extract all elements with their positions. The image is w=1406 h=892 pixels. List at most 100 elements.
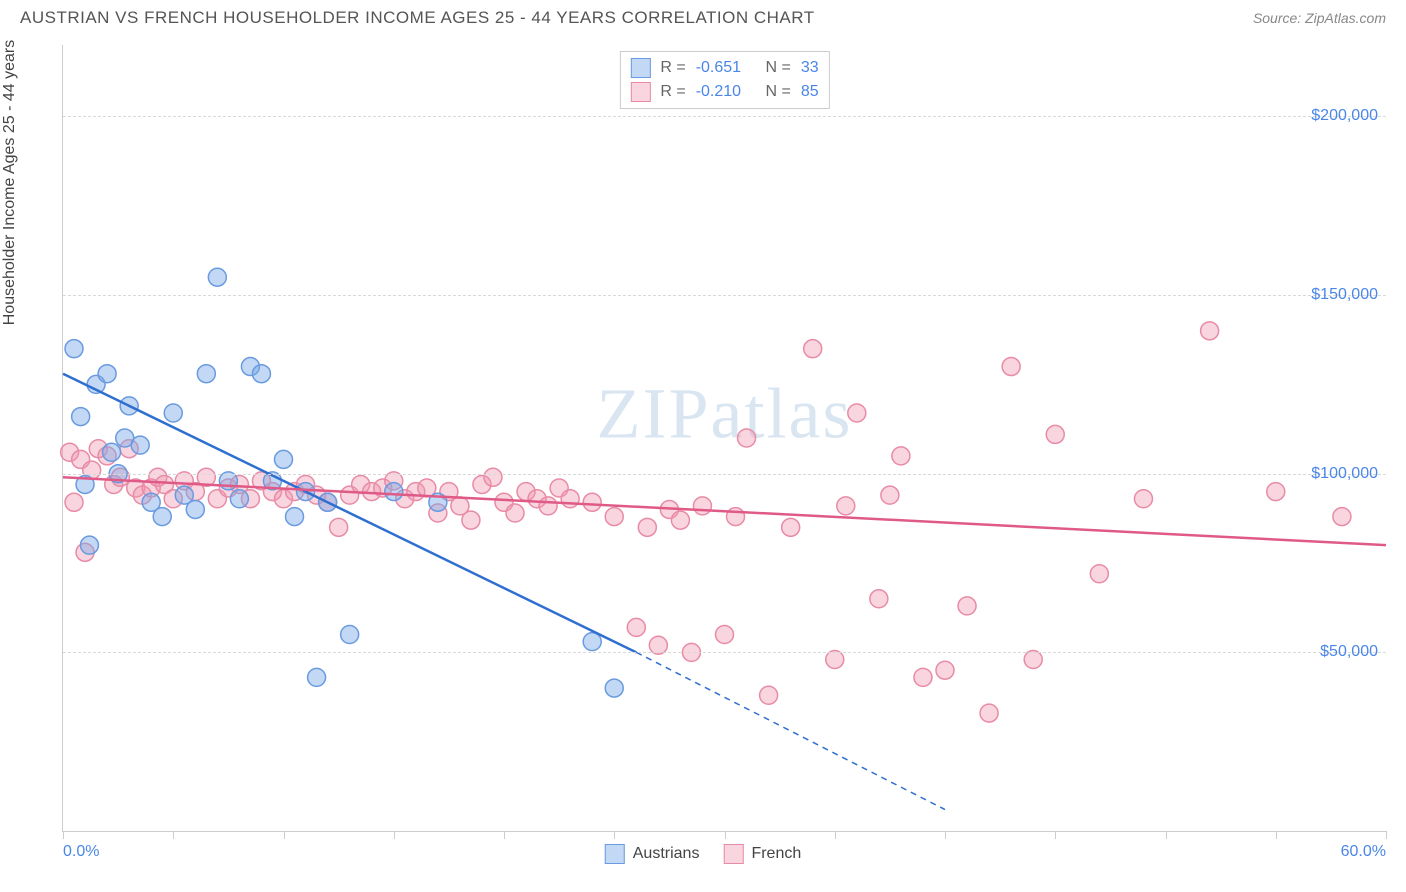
data-point-french <box>1333 508 1351 526</box>
series-legend: Austrians French <box>605 844 802 864</box>
data-point-austrians <box>385 483 403 501</box>
data-point-austrians <box>197 365 215 383</box>
data-point-french <box>605 508 623 526</box>
data-point-french <box>1134 490 1152 508</box>
data-point-french <box>539 497 557 515</box>
gridline <box>63 474 1386 475</box>
data-point-french <box>958 597 976 615</box>
chart-area: Householder Income Ages 25 - 44 years ZI… <box>20 45 1386 872</box>
x-tick <box>173 831 174 839</box>
x-tick <box>1166 831 1167 839</box>
data-point-french <box>980 704 998 722</box>
y-tick-label: $150,000 <box>1311 286 1378 304</box>
data-point-french <box>506 504 524 522</box>
x-tick <box>835 831 836 839</box>
data-point-austrians <box>153 508 171 526</box>
source-label: Source: ZipAtlas.com <box>1253 10 1386 26</box>
data-point-french <box>627 618 645 636</box>
data-point-french <box>848 404 866 422</box>
n-label: N = <box>766 59 791 77</box>
gridline <box>63 295 1386 296</box>
data-point-french <box>1046 425 1064 443</box>
data-point-french <box>914 668 932 686</box>
legend-label: Austrians <box>633 845 700 863</box>
x-tick <box>1276 831 1277 839</box>
data-point-austrians <box>208 268 226 286</box>
plot-region: ZIPatlas R = -0.651 N = 33 R = -0.210 N … <box>62 45 1386 832</box>
data-point-french <box>738 429 756 447</box>
data-point-french <box>1002 358 1020 376</box>
data-point-austrians <box>341 626 359 644</box>
data-point-french <box>330 518 348 536</box>
data-point-french <box>881 486 899 504</box>
data-point-french <box>837 497 855 515</box>
data-point-french <box>1267 483 1285 501</box>
scatter-svg <box>63 45 1386 831</box>
n-value: 33 <box>801 59 819 77</box>
r-label: R = <box>660 83 685 101</box>
data-point-austrians <box>164 404 182 422</box>
n-label: N = <box>766 83 791 101</box>
x-tick <box>945 831 946 839</box>
data-point-french <box>1201 322 1219 340</box>
data-point-french <box>870 590 888 608</box>
swatch-icon <box>605 844 625 864</box>
r-value: -0.651 <box>696 59 741 77</box>
data-point-austrians <box>605 679 623 697</box>
y-tick-label: $200,000 <box>1311 107 1378 125</box>
data-point-austrians <box>98 365 116 383</box>
gridline <box>63 116 1386 117</box>
data-point-austrians <box>186 500 204 518</box>
legend-item: Austrians <box>605 844 700 864</box>
data-point-french <box>892 447 910 465</box>
y-axis-label: Householder Income Ages 25 - 44 years <box>1 39 19 325</box>
correlation-legend: R = -0.651 N = 33 R = -0.210 N = 85 <box>619 51 829 109</box>
data-point-austrians <box>80 536 98 554</box>
data-point-austrians <box>65 340 83 358</box>
chart-title: AUSTRIAN VS FRENCH HOUSEHOLDER INCOME AG… <box>20 8 815 28</box>
x-tick <box>614 831 615 839</box>
data-point-french <box>484 468 502 486</box>
y-tick-label: $100,000 <box>1311 465 1378 483</box>
data-point-austrians <box>103 443 121 461</box>
n-value: 85 <box>801 83 819 101</box>
x-tick <box>63 831 64 839</box>
data-point-austrians <box>275 450 293 468</box>
x-tick-label: 60.0% <box>1341 843 1386 861</box>
data-point-austrians <box>308 668 326 686</box>
data-point-austrians <box>252 365 270 383</box>
swatch-french <box>630 82 650 102</box>
x-tick <box>1386 831 1387 839</box>
data-point-french <box>936 661 954 679</box>
data-point-french <box>693 497 711 515</box>
data-point-austrians <box>131 436 149 454</box>
data-point-austrians <box>286 508 304 526</box>
data-point-french <box>462 511 480 529</box>
legend-row-french: R = -0.210 N = 85 <box>630 80 818 104</box>
legend-label: French <box>751 845 801 863</box>
x-tick <box>725 831 726 839</box>
x-tick <box>504 831 505 839</box>
x-tick <box>284 831 285 839</box>
x-tick <box>394 831 395 839</box>
swatch-austrians <box>630 58 650 78</box>
data-point-french <box>65 493 83 511</box>
r-label: R = <box>660 59 685 77</box>
data-point-french <box>671 511 689 529</box>
data-point-french <box>782 518 800 536</box>
trendline-ext-austrians <box>636 652 945 809</box>
legend-item: French <box>723 844 801 864</box>
data-point-french <box>1090 565 1108 583</box>
r-value: -0.210 <box>696 83 741 101</box>
y-tick-label: $50,000 <box>1320 643 1378 661</box>
data-point-austrians <box>230 490 248 508</box>
gridline <box>63 652 1386 653</box>
x-tick-label: 0.0% <box>63 843 99 861</box>
data-point-french <box>716 626 734 644</box>
data-point-french <box>804 340 822 358</box>
swatch-icon <box>723 844 743 864</box>
x-tick <box>1055 831 1056 839</box>
legend-row-austrians: R = -0.651 N = 33 <box>630 56 818 80</box>
data-point-french <box>561 490 579 508</box>
trendline-french <box>63 477 1386 545</box>
